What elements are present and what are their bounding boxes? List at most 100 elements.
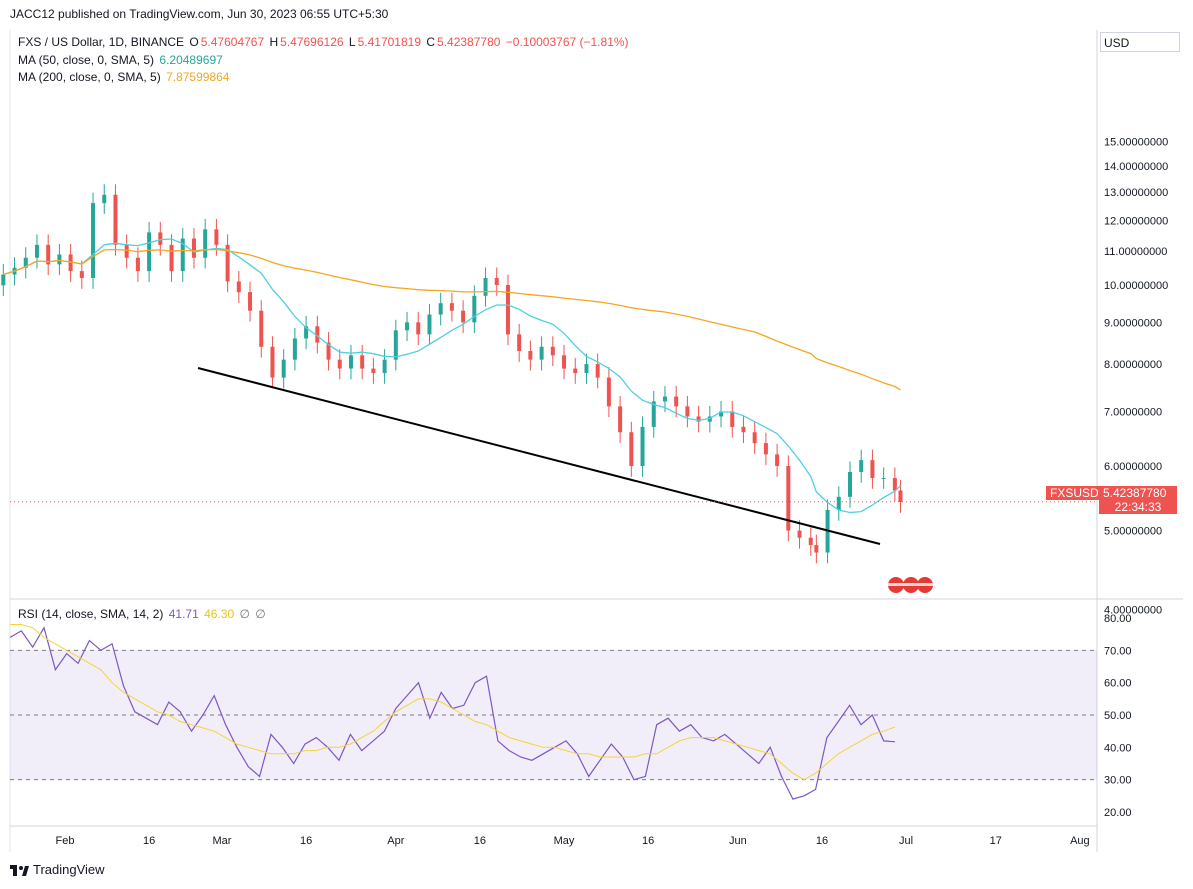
open-label: O [189, 35, 199, 49]
price-pane [1, 184, 1097, 564]
rsi-null-1: ∅ [239, 607, 250, 621]
candle-body [1, 274, 6, 286]
us-flag-icons[interactable] [888, 577, 933, 593]
candle-body [494, 277, 499, 285]
time-tick-label: 16 [642, 835, 654, 847]
price-tick-label: 10.00000000 [1104, 280, 1168, 292]
rsi-null-2: ∅ [255, 607, 266, 621]
candle-body [46, 244, 51, 265]
candle-body [180, 238, 185, 272]
footer-brand[interactable]: TradingView [10, 862, 105, 877]
candle-body [427, 314, 432, 335]
low-value: 5.41701819 [357, 35, 421, 49]
rsi-tick-label: 60.00 [1104, 678, 1132, 690]
time-tick-label: 16 [474, 835, 486, 847]
price-tick-label: 8.00000000 [1104, 359, 1162, 371]
candle-body [292, 338, 297, 360]
candle-body [203, 229, 208, 258]
rsi-tick-label: 80.00 [1104, 613, 1132, 625]
rsi-ma-value: 46.30 [204, 607, 235, 621]
countdown-badge: 22:34:33 [1099, 500, 1177, 514]
descending-trendline [197, 367, 881, 545]
close-label: C [426, 35, 436, 49]
candle-body [371, 368, 376, 374]
candle-body [892, 478, 897, 491]
candle-body [741, 426, 746, 433]
ohlc-legend: FXS / US Dollar, 1D, BINANCE O 5.47604767… [18, 35, 631, 49]
candle-body [169, 244, 174, 272]
change-value: −0.10003767 (−1.81%) [505, 35, 629, 49]
symbol-title[interactable]: FXS / US Dollar, 1D, BINANCE [18, 35, 185, 49]
time-axis: Feb 16 Mar 16 Apr 16 May 16 Jun 16 Jul 17 Aug [56, 835, 1090, 847]
candle-body [719, 411, 724, 417]
candle-body [102, 194, 107, 204]
time-tick-label: 16 [300, 835, 312, 847]
candle-body [696, 416, 701, 422]
candle-body [640, 426, 645, 466]
candle-body [472, 295, 477, 323]
candle-body [135, 257, 140, 272]
candle-body [360, 355, 365, 369]
candle-body [191, 238, 196, 258]
time-tick-label: May [554, 835, 575, 847]
candle-body [606, 377, 611, 407]
time-tick-label: Mar [213, 835, 232, 847]
candle-body [34, 244, 39, 258]
currency-selector[interactable]: USD [1100, 32, 1180, 52]
ma200-label: MA (200, close, 0, SMA, 5) [18, 70, 161, 84]
candle-body [23, 257, 28, 268]
candle-body [483, 277, 488, 296]
open-value: 5.47604767 [200, 35, 265, 49]
time-tick-label: Jul [899, 835, 913, 847]
candle-body [898, 490, 903, 503]
ma50-legend[interactable]: MA (50, close, 0, SMA, 5) 6.20489697 [18, 53, 225, 67]
rsi-tick-label: 50.00 [1104, 710, 1132, 722]
price-tick-label: 14.00000000 [1104, 161, 1168, 173]
price-tick-label: 12.00000000 [1104, 215, 1168, 227]
ma200-legend[interactable]: MA (200, close, 0, SMA, 5) 7.87599864 [18, 70, 231, 84]
candle-body [147, 232, 152, 272]
candle-body [848, 471, 852, 497]
candle-body [752, 432, 757, 444]
candle-body [315, 326, 320, 343]
candle-body [259, 310, 264, 347]
currency-label: USD [1104, 36, 1130, 50]
rsi-tick-label: 30.00 [1104, 775, 1132, 787]
candle-body [225, 244, 230, 282]
ma200-line [3, 248, 901, 391]
candle-body [449, 303, 454, 311]
candle-body [270, 346, 275, 378]
high-label: H [269, 35, 279, 49]
price-tick-label: 5.00000000 [1104, 526, 1162, 538]
candle-body [91, 203, 96, 278]
time-tick-label: Apr [387, 835, 404, 847]
high-value: 5.47696126 [280, 35, 344, 49]
rsi-tick-label: 20.00 [1104, 807, 1132, 819]
candle-body [124, 244, 129, 258]
candle-body [528, 351, 533, 360]
candle-body [348, 355, 353, 369]
rsi-label: RSI (14, close, SMA, 14, 2) [18, 607, 164, 621]
candle-body [562, 355, 567, 369]
candle-body [808, 537, 813, 546]
rsi-axis: 20.00 30.00 40.00 50.00 60.00 70.00 80.00 [1104, 613, 1132, 819]
candle-body [775, 454, 780, 466]
candle-body [763, 443, 768, 455]
candle-body [573, 368, 578, 374]
candle-body [57, 254, 62, 265]
time-tick-label: 17 [990, 835, 1002, 847]
candle-body [438, 303, 443, 315]
candle-body [505, 285, 510, 335]
candle-body [113, 194, 118, 245]
candle-body [79, 271, 84, 278]
candle-body [730, 411, 735, 427]
candle-body [550, 346, 555, 356]
rsi-value: 41.71 [168, 607, 199, 621]
candle-body [304, 326, 309, 339]
candle-body [707, 416, 712, 422]
rsi-legend[interactable]: RSI (14, close, SMA, 14, 2) 41.71 46.30 … [18, 607, 268, 621]
price-tick-label: 11.00000000 [1104, 246, 1167, 258]
candle-body [870, 460, 875, 479]
candle-body [461, 310, 466, 323]
